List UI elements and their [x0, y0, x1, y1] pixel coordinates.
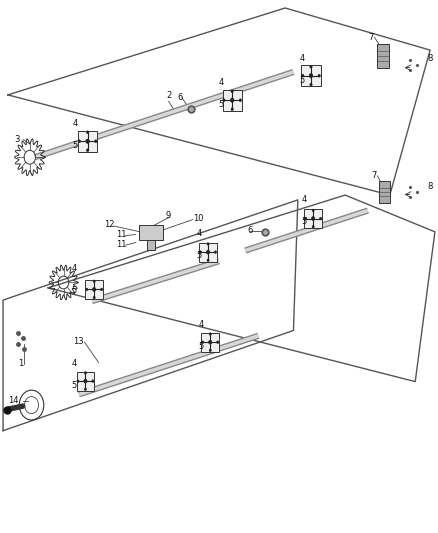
- Circle shape: [215, 251, 216, 253]
- Circle shape: [101, 288, 102, 290]
- Text: 5: 5: [199, 342, 204, 351]
- Circle shape: [86, 149, 89, 151]
- Circle shape: [209, 349, 211, 352]
- Circle shape: [311, 216, 315, 221]
- Circle shape: [86, 131, 89, 134]
- Text: 9: 9: [166, 212, 171, 220]
- Circle shape: [208, 340, 212, 344]
- Text: 11: 11: [116, 230, 126, 239]
- Circle shape: [309, 74, 313, 78]
- Circle shape: [217, 341, 219, 343]
- Bar: [301, 65, 321, 86]
- Text: 2: 2: [166, 91, 171, 100]
- Text: 4: 4: [197, 229, 202, 238]
- Text: 5: 5: [73, 141, 78, 150]
- Bar: [378, 44, 389, 68]
- Text: 10: 10: [193, 214, 203, 223]
- Bar: [223, 90, 242, 111]
- Bar: [85, 280, 103, 299]
- Text: 14: 14: [8, 397, 18, 405]
- Circle shape: [310, 66, 312, 68]
- Bar: [147, 240, 155, 250]
- Bar: [78, 131, 97, 152]
- Text: 11: 11: [116, 240, 126, 248]
- Circle shape: [202, 341, 204, 343]
- Bar: [304, 209, 322, 228]
- Text: 6: 6: [177, 93, 183, 102]
- Bar: [379, 181, 390, 203]
- Text: 8: 8: [427, 182, 432, 191]
- Bar: [139, 225, 163, 240]
- Circle shape: [200, 251, 201, 253]
- Circle shape: [318, 74, 320, 77]
- Circle shape: [312, 225, 314, 228]
- Circle shape: [92, 380, 94, 382]
- Circle shape: [86, 288, 88, 290]
- Text: 5: 5: [72, 381, 77, 390]
- Text: 5: 5: [300, 76, 305, 85]
- Circle shape: [305, 217, 307, 220]
- Circle shape: [312, 209, 314, 212]
- Circle shape: [86, 139, 89, 143]
- Bar: [199, 243, 217, 262]
- Bar: [77, 372, 94, 391]
- Circle shape: [85, 372, 86, 374]
- Circle shape: [95, 140, 97, 143]
- Circle shape: [230, 98, 234, 102]
- Circle shape: [207, 259, 209, 262]
- Text: 13: 13: [73, 337, 83, 345]
- Circle shape: [84, 379, 87, 383]
- Text: 4: 4: [72, 264, 77, 273]
- Text: 4: 4: [219, 78, 224, 87]
- Text: 3: 3: [14, 135, 20, 144]
- Circle shape: [85, 388, 86, 391]
- Circle shape: [302, 74, 304, 77]
- Text: 5: 5: [302, 217, 307, 226]
- Circle shape: [93, 280, 95, 282]
- Circle shape: [77, 380, 79, 382]
- Text: 7: 7: [368, 33, 373, 42]
- Text: 8: 8: [427, 54, 432, 63]
- Circle shape: [239, 99, 241, 102]
- Text: 5: 5: [72, 286, 77, 295]
- Text: 4: 4: [73, 119, 78, 128]
- Text: 4: 4: [300, 54, 305, 63]
- Circle shape: [206, 250, 210, 254]
- Circle shape: [207, 243, 209, 245]
- Text: 12: 12: [104, 221, 115, 229]
- Circle shape: [231, 108, 233, 110]
- Circle shape: [209, 333, 211, 335]
- Text: 4: 4: [199, 320, 204, 329]
- Text: 7: 7: [371, 172, 377, 180]
- Bar: [201, 333, 219, 352]
- Circle shape: [320, 217, 321, 220]
- Text: 6: 6: [247, 227, 253, 235]
- Text: 4: 4: [72, 359, 77, 368]
- Circle shape: [93, 296, 95, 299]
- Text: 5: 5: [219, 100, 224, 109]
- Circle shape: [231, 90, 233, 93]
- Text: 4: 4: [302, 195, 307, 204]
- Circle shape: [92, 287, 96, 292]
- Circle shape: [223, 99, 225, 102]
- Circle shape: [78, 140, 81, 143]
- Text: 5: 5: [197, 251, 202, 260]
- Circle shape: [310, 83, 312, 86]
- Text: 1: 1: [18, 359, 24, 368]
